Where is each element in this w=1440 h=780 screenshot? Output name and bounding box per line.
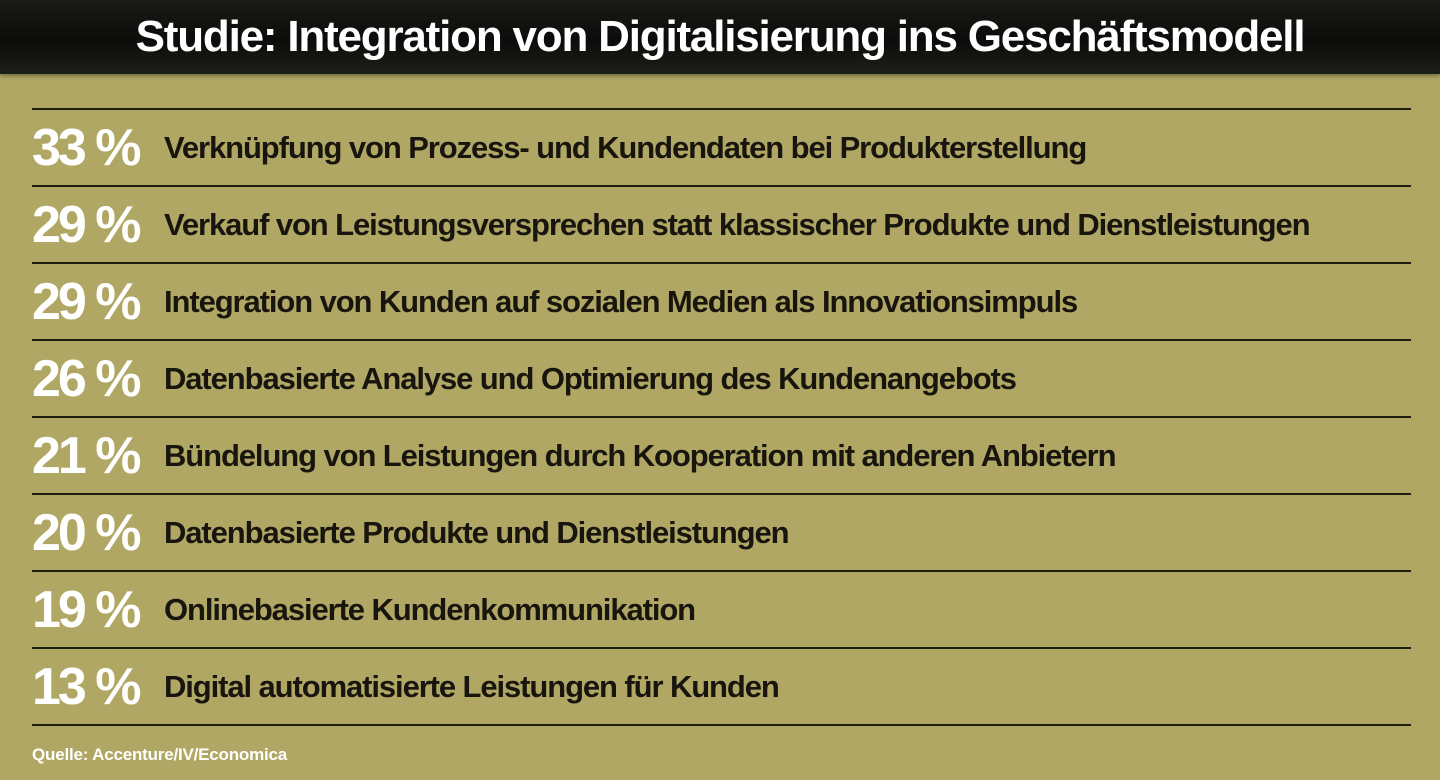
percent-value: 26 % [32, 349, 142, 408]
percent-value: 29 % [32, 195, 142, 254]
chart-rows: 33 % Verknüpfung von Prozess- und Kundend… [32, 110, 1411, 726]
table-row: 26 % Datenbasierte Analyse und Optimierun… [32, 341, 1411, 418]
row-label: Datenbasierte Produkte und Dienstleistun… [164, 515, 790, 550]
chart-title: Studie: Integration von Digitalisierung … [135, 12, 1306, 61]
row-label: Onlinebasierte Kundenkommunikation [164, 592, 696, 627]
table-row: 20 % Datenbasierte Produkte und Dienstlei… [32, 495, 1411, 572]
percent-value: 29 % [32, 272, 142, 331]
row-label: Bündelung von Leistungen durch Kooperati… [164, 438, 1117, 473]
table-row: 13 % Digital automatisierte Leistungen fü… [32, 649, 1411, 726]
table-row: 29 % Verkauf von Leistungsversprechen sta… [32, 187, 1411, 264]
percent-value: 19 % [32, 580, 142, 639]
row-label: Integration von Kunden auf sozialen Medi… [164, 284, 1078, 319]
table-row: 33 % Verknüpfung von Prozess- und Kundend… [32, 110, 1411, 187]
percent-value: 21 % [32, 426, 142, 485]
row-label: Datenbasierte Analyse und Optimierung de… [164, 361, 1017, 396]
title-bar: Studie: Integration von Digitalisierung … [0, 0, 1440, 74]
table-row: 19 % Onlinebasierte Kundenkommunikation [32, 572, 1411, 649]
chart-table: 33 % Verknüpfung von Prozess- und Kundend… [32, 108, 1411, 726]
row-label: Verkauf von Leistungsversprechen statt k… [164, 207, 1311, 242]
percent-value: 13 % [32, 657, 142, 716]
percent-value: 20 % [32, 503, 142, 562]
row-label: Verknüpfung von Prozess- und Kundendaten… [164, 130, 1087, 165]
table-row: 29 % Integration von Kunden auf sozialen … [32, 264, 1411, 341]
table-row: 21 % Bündelung von Leistungen durch Koope… [32, 418, 1411, 495]
row-label: Digital automatisierte Leistungen für Ku… [164, 669, 780, 704]
percent-value: 33 % [32, 118, 142, 177]
top-rule [32, 108, 1411, 110]
source-note: Quelle: Accenture/IV/Economica [32, 745, 288, 764]
